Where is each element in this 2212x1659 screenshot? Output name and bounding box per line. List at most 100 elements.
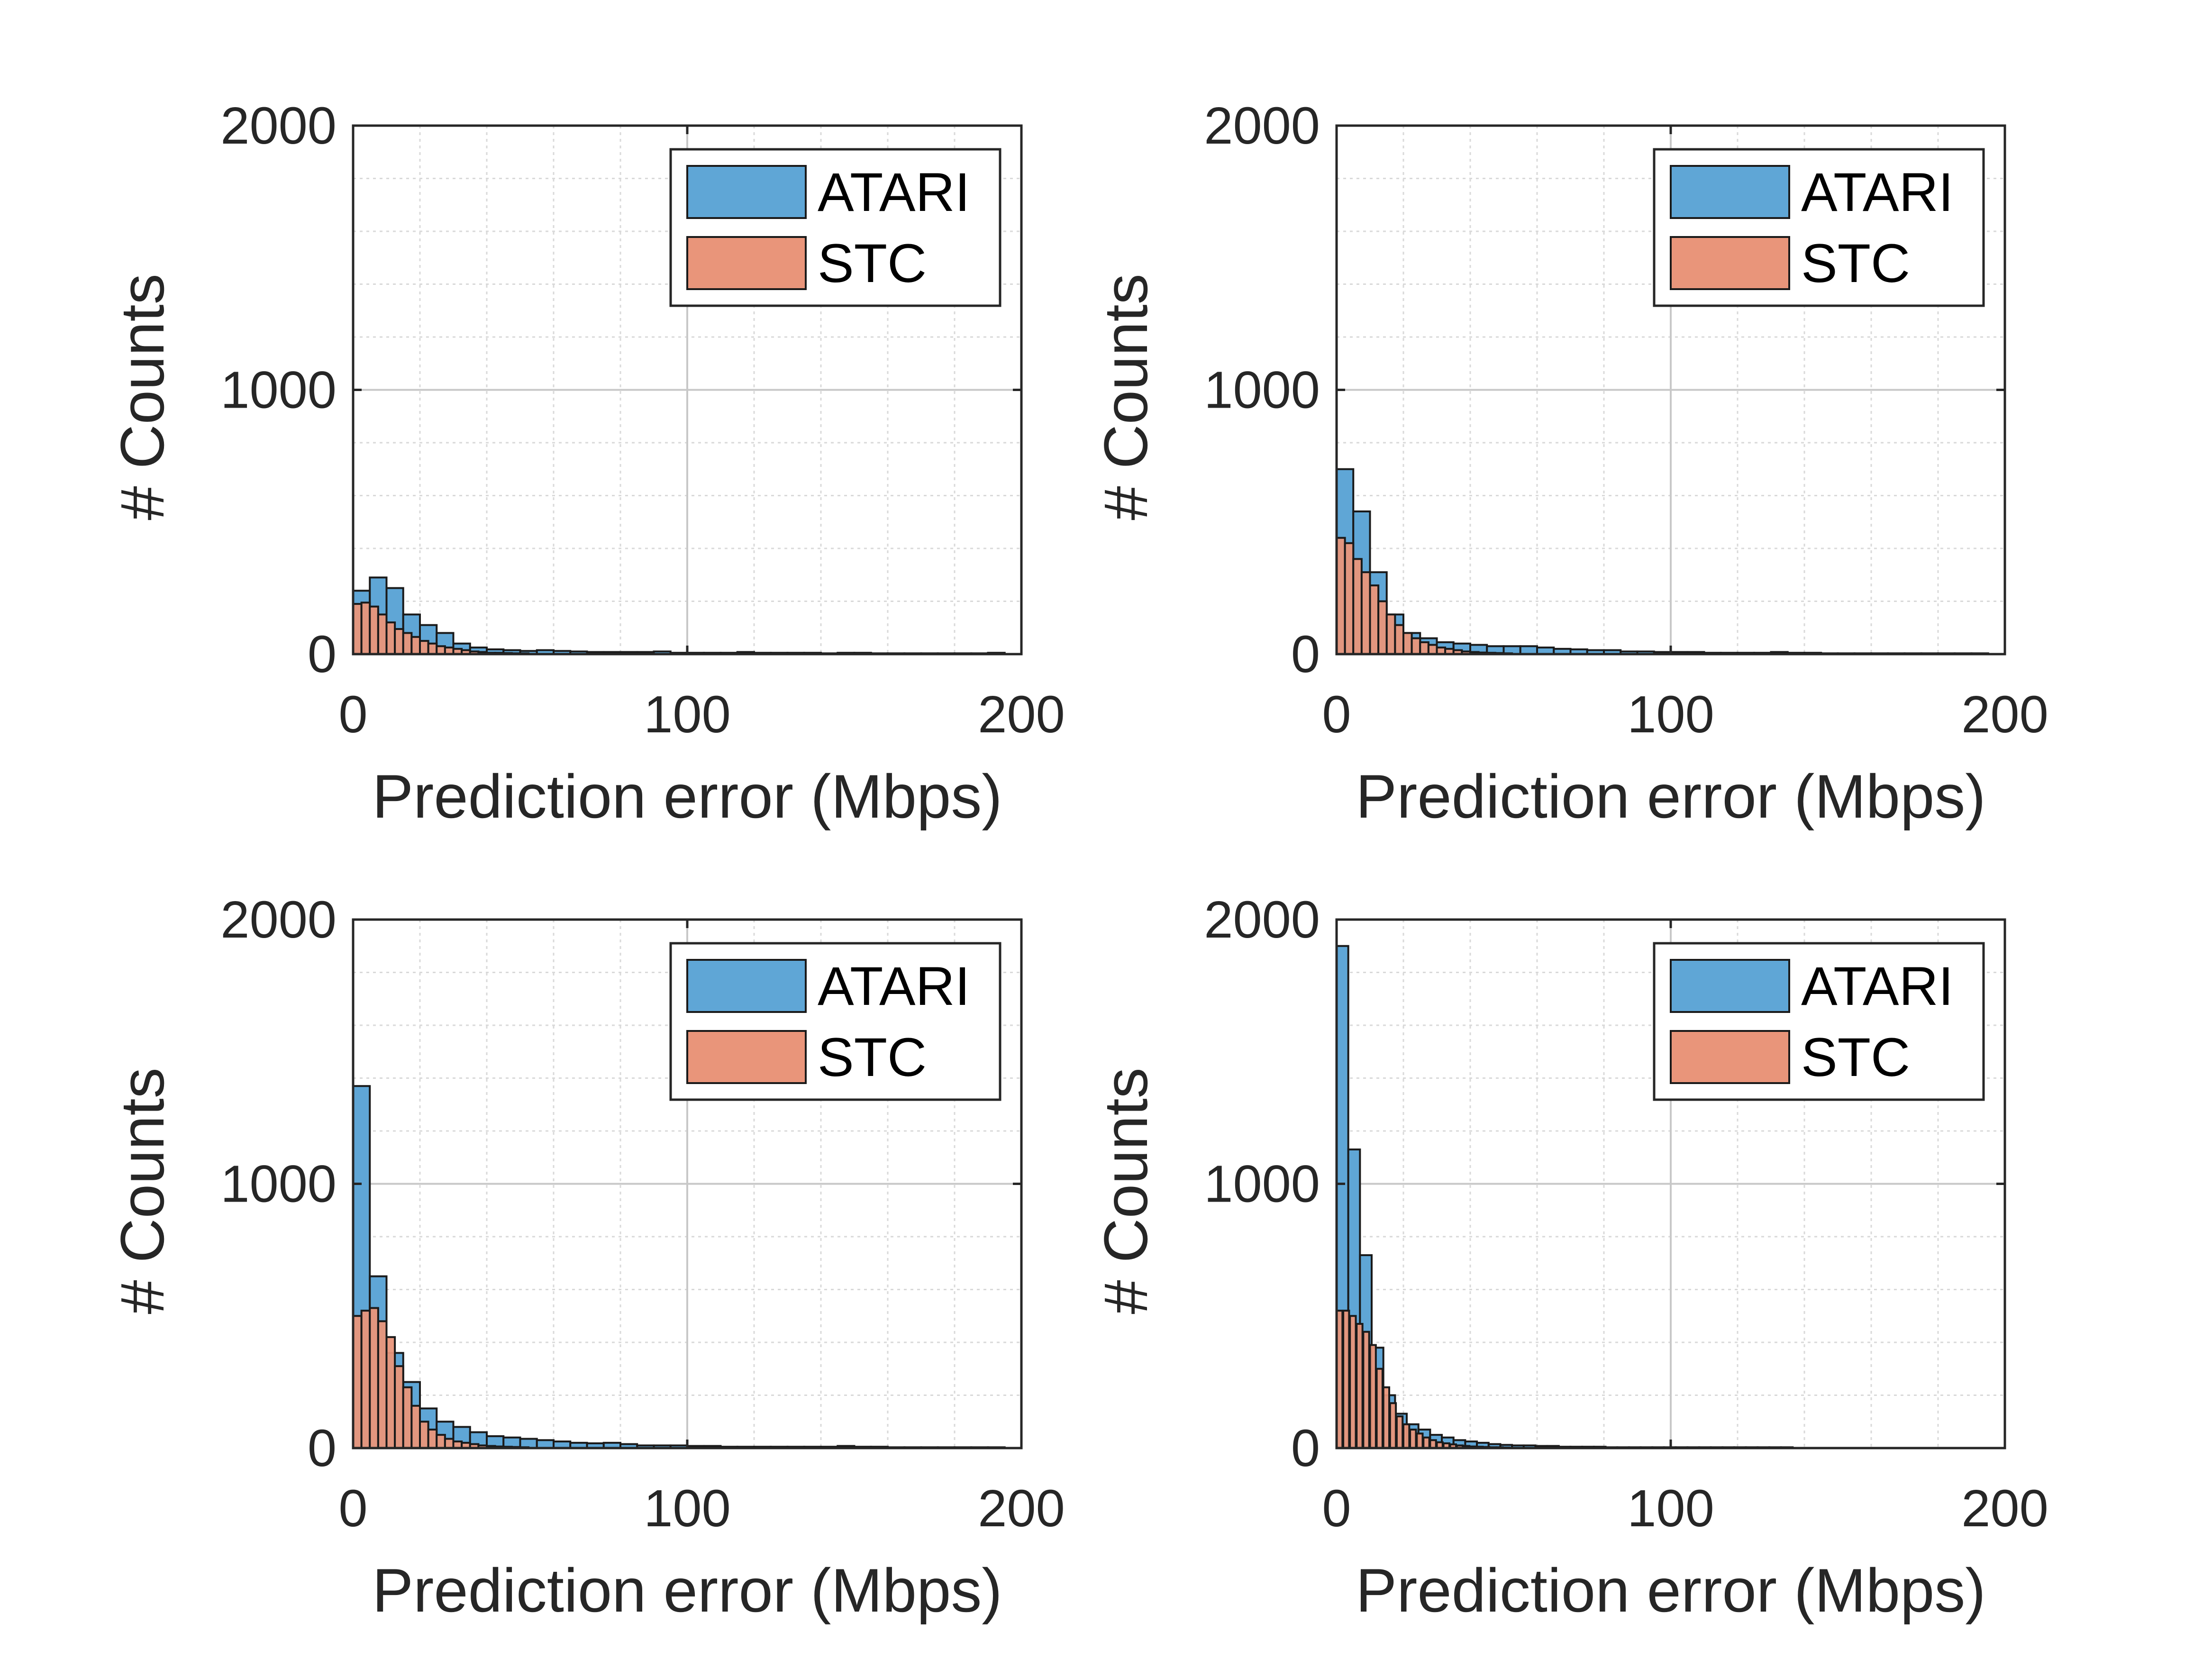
x-tick-label: 200: [1961, 1479, 2048, 1538]
histogram-bar-stc: [1342, 1310, 1350, 1449]
y-axis-label: # Counts: [108, 1067, 177, 1314]
histogram-bar-stc: [369, 1307, 379, 1449]
histogram-bar-stc: [1336, 537, 1346, 655]
histogram-bar-stc: [377, 613, 388, 655]
histogram-bar-stc: [1402, 1423, 1411, 1449]
legend: ATARI STC: [669, 148, 1001, 307]
legend-label-stc: STC: [818, 233, 927, 294]
legend-swatch-stc: [1670, 1030, 1790, 1084]
legend-label-atari: ATARI: [1801, 956, 1954, 1017]
histogram-bar-stc: [1369, 1344, 1377, 1449]
x-tick-label: 100: [1627, 685, 1714, 744]
histogram-bar-stc: [1416, 1432, 1424, 1449]
legend: ATARI STC: [1653, 942, 1985, 1101]
legend: ATARI STC: [1653, 148, 1985, 307]
x-tick-label: 0: [1322, 1479, 1351, 1538]
histogram-bar-stc: [1385, 613, 1396, 655]
x-tick-label: 200: [978, 1479, 1065, 1538]
x-tick-label: 100: [644, 1479, 731, 1538]
legend-swatch-stc: [686, 236, 807, 290]
y-tick-label: 0: [1291, 625, 1320, 684]
histogram-bar-stc: [410, 1404, 421, 1449]
histogram-bar-stc: [402, 632, 413, 656]
legend-label-atari: ATARI: [1801, 162, 1954, 223]
histogram-bar-stc: [1382, 1386, 1391, 1449]
histogram-bar-stc: [377, 1320, 388, 1449]
x-tick-label: 0: [338, 685, 367, 744]
histogram-bar-stc: [1349, 1315, 1357, 1449]
histogram-bar-stc: [402, 1386, 413, 1449]
histogram-bar-stc: [360, 1310, 371, 1449]
histogram-bar-stc: [1377, 600, 1388, 655]
histogram-bar-stc: [352, 1315, 363, 1449]
y-tick-label: 1000: [220, 1155, 337, 1213]
y-axis-label: # Counts: [108, 273, 177, 520]
y-tick-label: 1000: [1204, 361, 1320, 419]
histogram-bar-stc: [1344, 542, 1355, 655]
histogram-bar-stc: [1409, 1428, 1417, 1449]
histogram-bar-stc: [1356, 1322, 1364, 1449]
x-tick-label: 100: [1627, 1479, 1714, 1538]
y-tick-label: 2000: [1204, 891, 1320, 949]
histogram-bar-stc: [1422, 1436, 1430, 1449]
y-axis-label: # Counts: [1091, 1067, 1160, 1314]
histogram-bar-stc: [1419, 641, 1429, 655]
x-axis-label: Prediction error (Mbps): [372, 762, 1002, 831]
histogram-bar-stc: [1369, 584, 1380, 656]
x-tick-label: 200: [1961, 685, 2048, 744]
legend-swatch-stc: [1670, 236, 1790, 290]
histogram-bar-stc: [436, 645, 446, 656]
legend: ATARI STC: [669, 942, 1001, 1101]
histogram-bar-stc: [1411, 637, 1421, 656]
legend-label-stc: STC: [1801, 1027, 1910, 1088]
histogram-bar-stc: [410, 636, 421, 655]
legend-label-atari: ATARI: [818, 956, 970, 1017]
legend-swatch-atari: [686, 165, 807, 219]
histogram-bar-stc: [1402, 632, 1413, 656]
histogram-bar-stc: [352, 603, 363, 655]
histogram-bar-stc: [394, 1365, 404, 1449]
histogram-bar-stc: [360, 602, 371, 655]
y-tick-label: 0: [308, 625, 337, 684]
histogram-bar-atari: [536, 1439, 555, 1449]
legend-swatch-stc: [686, 1030, 807, 1084]
y-axis-label: # Counts: [1091, 273, 1160, 520]
histogram-bar-stc: [1395, 1415, 1404, 1449]
histogram-bar-stc: [444, 1438, 455, 1449]
legend-swatch-atari: [1670, 165, 1790, 219]
histogram-bar-stc: [1389, 1402, 1397, 1449]
y-tick-label: 1000: [1204, 1155, 1320, 1213]
histogram-bar-stc: [419, 1421, 429, 1449]
y-tick-label: 2000: [220, 891, 337, 949]
histogram-bar-stc: [1429, 1439, 1437, 1449]
histogram-bar-stc: [385, 1336, 396, 1449]
x-axis-label: Prediction error (Mbps): [1356, 762, 1985, 831]
legend-swatch-atari: [686, 959, 807, 1013]
histogram-bar-stc: [369, 605, 379, 656]
x-tick-label: 200: [978, 685, 1065, 744]
legend-label-stc: STC: [818, 1027, 927, 1088]
histogram-bar-stc: [427, 1428, 438, 1449]
x-tick-label: 0: [338, 1479, 367, 1538]
y-tick-label: 1000: [220, 361, 337, 419]
histogram-bar-atari: [1519, 645, 1538, 656]
histogram-bar-stc: [419, 640, 429, 655]
y-tick-label: 2000: [1204, 97, 1320, 155]
histogram-bar-stc: [1394, 624, 1404, 656]
legend-swatch-atari: [1670, 959, 1790, 1013]
histogram-bar-stc: [385, 621, 396, 655]
legend-label-stc: STC: [1801, 233, 1910, 294]
series-stc: [352, 1307, 530, 1449]
histogram-bar-stc: [1375, 1367, 1384, 1449]
y-tick-label: 0: [1291, 1419, 1320, 1477]
legend-label-atari: ATARI: [818, 162, 970, 223]
x-axis-label: Prediction error (Mbps): [372, 1556, 1002, 1625]
histogram-bar-stc: [1360, 571, 1371, 656]
histogram-bar-stc: [394, 628, 404, 655]
y-tick-label: 2000: [220, 97, 337, 155]
